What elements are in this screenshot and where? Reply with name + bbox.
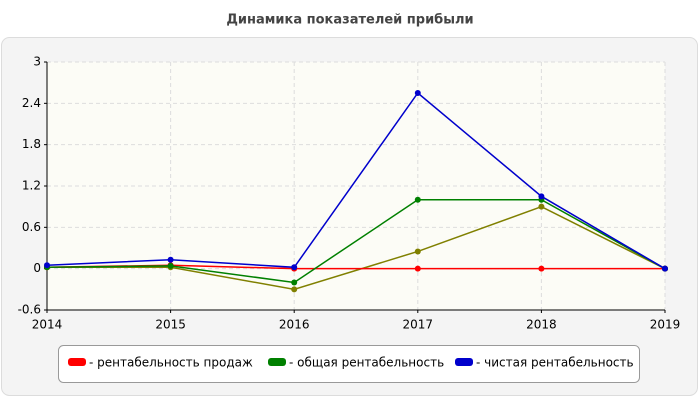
x-tick-label: 2018	[526, 318, 557, 332]
point	[414, 248, 421, 255]
chart-title: Динамика показателей прибыли	[226, 13, 473, 28]
series-line	[46, 91, 666, 270]
point	[538, 265, 545, 272]
legend-label: - общая рентабельность	[289, 356, 444, 370]
point	[414, 196, 421, 203]
legend-swatch	[455, 358, 473, 366]
point	[291, 279, 298, 286]
legend-label: - рентабельность продаж	[89, 356, 253, 370]
series-line	[47, 205, 666, 291]
point	[538, 193, 545, 200]
x-tick-label: 2017	[403, 318, 434, 332]
x-tick-label: 2014	[32, 318, 63, 332]
point	[291, 264, 298, 271]
y-tick-label: 3	[33, 55, 41, 69]
point	[44, 262, 50, 269]
y-tick-label: -0.6	[18, 303, 41, 317]
legend-swatch	[268, 358, 286, 366]
y-tick-label: 1.8	[22, 137, 41, 151]
y-tick-label: 2.4	[22, 96, 41, 110]
legend-swatch	[68, 358, 86, 366]
point	[291, 286, 298, 293]
point	[167, 262, 174, 269]
series-line	[46, 199, 666, 284]
point	[414, 90, 421, 96]
point	[167, 256, 174, 263]
point	[538, 203, 545, 210]
y-tick-label: 0.6	[22, 220, 41, 234]
y-tick-label: 1.2	[22, 179, 41, 193]
legend	[58, 345, 640, 383]
legend-label: - чистая рентабельность	[476, 356, 634, 370]
x-tick-label: 2019	[650, 318, 681, 332]
point	[414, 265, 421, 272]
x-tick-label: 2016	[279, 318, 310, 332]
x-tick-label: 2015	[155, 318, 186, 332]
y-tick-label: 0	[33, 261, 41, 275]
point	[662, 265, 668, 272]
